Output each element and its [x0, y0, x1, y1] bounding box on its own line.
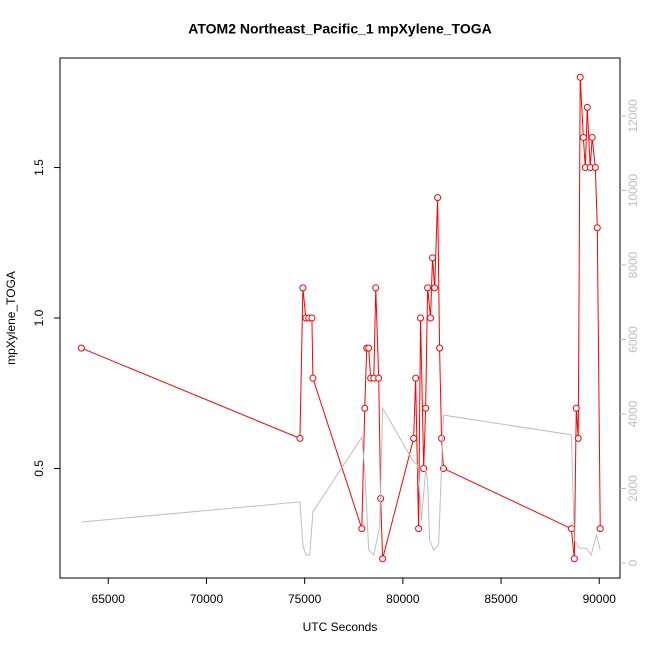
data-point: [308, 314, 316, 322]
x-axis-label: UTC Seconds: [303, 620, 378, 634]
data-point: [415, 525, 423, 533]
y2-tick-label: 12000: [626, 99, 640, 133]
data-point: [434, 194, 442, 202]
data-point: [588, 133, 596, 141]
y2-tick-label: 6000: [626, 326, 640, 353]
x-tick-label: 75000: [288, 592, 322, 606]
data-point: [429, 254, 437, 262]
y-axis-label: mpXylene_TOGA: [4, 271, 18, 365]
data-point: [309, 374, 317, 382]
y2-tick-label: 8000: [626, 251, 640, 278]
data-point: [579, 133, 587, 141]
data-point: [583, 103, 591, 111]
x-tick-label: 85000: [484, 592, 518, 606]
data-point: [438, 434, 446, 442]
x-tick-label: 70000: [190, 592, 224, 606]
series-line: [81, 406, 601, 557]
y2-tick-label: 0: [626, 559, 640, 566]
data-point: [593, 224, 601, 232]
data-point: [424, 284, 432, 292]
data-point: [574, 434, 582, 442]
series-line: [81, 77, 601, 559]
data-point: [77, 344, 85, 352]
x-tick-label: 90000: [583, 592, 617, 606]
data-point: [358, 525, 366, 533]
y-tick-label: 0.5: [32, 460, 46, 477]
data-point: [375, 374, 383, 382]
data-point: [436, 344, 444, 352]
data-point: [572, 404, 580, 412]
data-point: [361, 404, 369, 412]
data-point: [431, 284, 439, 292]
y2-tick-label: 10000: [626, 173, 640, 207]
data-point: [379, 555, 387, 563]
data-point: [299, 284, 307, 292]
y-tick-label: 1.5: [32, 159, 46, 176]
y2-tick-label: 4000: [626, 400, 640, 427]
data-point: [412, 374, 420, 382]
x-tick-label: 80000: [386, 592, 420, 606]
data-point: [417, 314, 425, 322]
data-point: [576, 73, 584, 81]
data-point: [596, 525, 604, 533]
chart-title: ATOM2 Northeast_Pacific_1 mpXylene_TOGA: [188, 21, 491, 37]
data-point: [410, 434, 418, 442]
y-tick-label: 1.0: [32, 309, 46, 326]
data-point: [422, 404, 430, 412]
y2-tick-label: 2000: [626, 475, 640, 502]
data-point: [591, 164, 599, 172]
data-point: [570, 555, 578, 563]
data-point: [365, 344, 373, 352]
data-point: [427, 314, 435, 322]
data-point: [372, 284, 380, 292]
data-point: [296, 434, 304, 442]
x-tick-label: 65000: [92, 592, 126, 606]
plot-frame: [59, 57, 621, 579]
